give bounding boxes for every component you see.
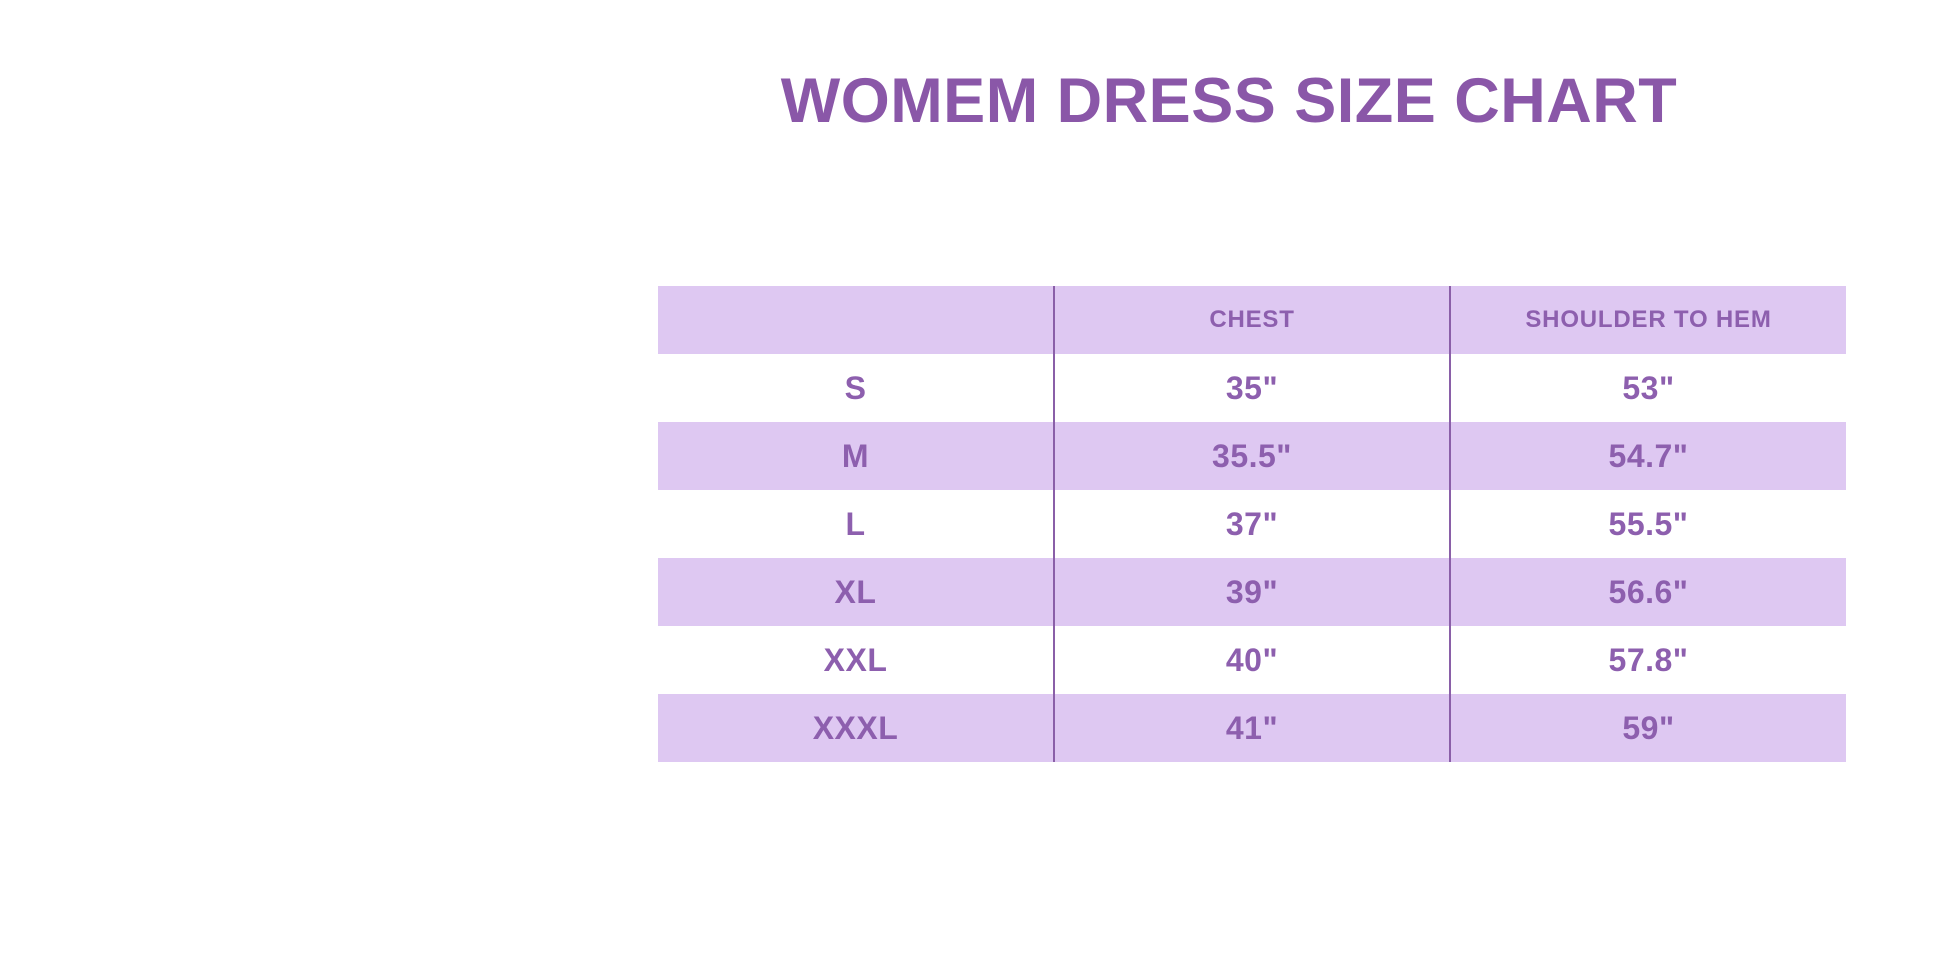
size-cell: XL (658, 558, 1055, 626)
hem-cell: 55.5" (1608, 505, 1689, 542)
table-row: XL 39" 56.6" (658, 558, 1846, 626)
size-cell: S (658, 354, 1055, 422)
header-shoulder-to-hem-column: SHOULDER TO HEM (1525, 306, 1772, 333)
table-row: XXL 40" 57.8" (658, 626, 1846, 694)
header-size-column (658, 286, 1055, 354)
size-cell: L (658, 490, 1055, 558)
size-table-body: S 35" 53" M 35.5" 54.7" L 37" 55.5" XL 3… (658, 354, 1846, 762)
size-chart-table: CHEST SHOULDER TO HEM S 35" 53" M 35.5" … (658, 286, 1846, 762)
table-row: L 37" 55.5" (658, 490, 1846, 558)
header-chest-column: CHEST (1054, 286, 1451, 354)
chest-cell: 41" (1054, 694, 1451, 762)
table-row: XXXL 41" 59" (658, 694, 1846, 762)
table-row: S 35" 53" (658, 354, 1846, 422)
hem-cell: 57.8" (1608, 641, 1689, 678)
size-cell: XXL (658, 626, 1055, 694)
table-row: M 35.5" 54.7" (658, 422, 1846, 490)
size-cell: M (658, 422, 1055, 490)
chest-cell: 35.5" (1054, 422, 1451, 490)
chest-cell: 39" (1054, 558, 1451, 626)
page-title: WOMEM DRESS SIZE CHART (780, 66, 1678, 136)
hem-cell: 53" (1622, 369, 1675, 406)
chest-cell: 40" (1054, 626, 1451, 694)
table-header: CHEST SHOULDER TO HEM (658, 286, 1846, 354)
hem-cell: 54.7" (1608, 437, 1689, 474)
size-cell: XXXL (658, 694, 1055, 762)
header-row: CHEST SHOULDER TO HEM (658, 286, 1846, 354)
chest-cell: 35" (1054, 354, 1451, 422)
hem-cell: 59" (1622, 709, 1675, 746)
chest-cell: 37" (1054, 490, 1451, 558)
hem-cell: 56.6" (1608, 573, 1689, 610)
